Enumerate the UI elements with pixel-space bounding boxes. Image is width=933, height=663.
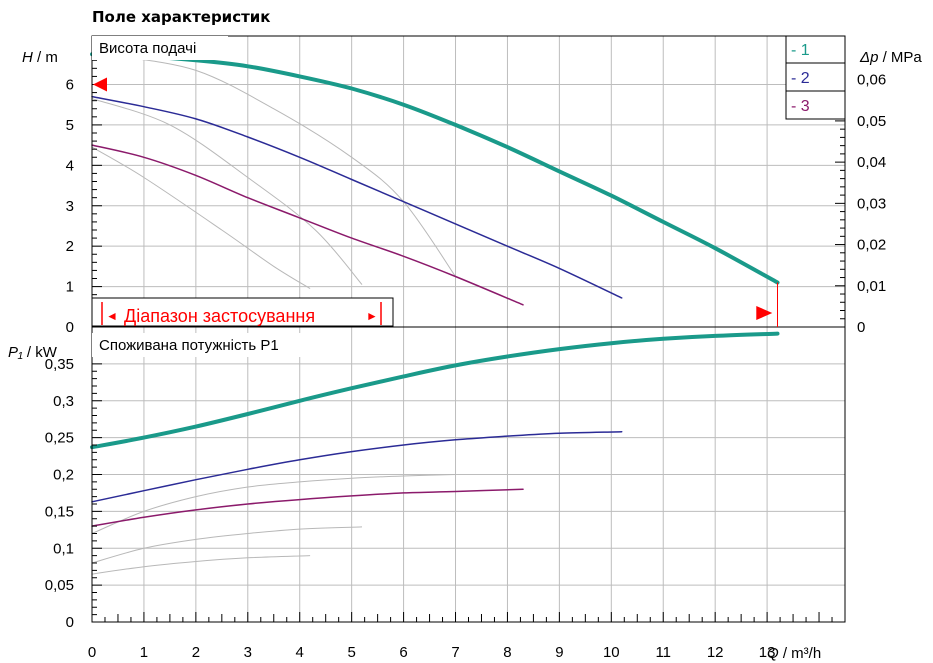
flow-axis-title: Q / m³/h	[767, 645, 821, 662]
plot-frame	[91, 35, 846, 623]
power-curve-1	[90, 331, 780, 450]
grey-curves	[91, 55, 456, 575]
power-tick-label: 0,3	[53, 393, 74, 410]
x-tick-label: 3	[244, 644, 252, 661]
head-tick-label: 4	[66, 157, 74, 174]
grey-head-curve-1	[117, 55, 456, 277]
power-tick-label: 0,25	[45, 430, 74, 447]
x-tick-label: 1	[140, 644, 148, 661]
x-tick-label: 2	[192, 644, 200, 661]
power-tick-label: 0,15	[45, 503, 74, 520]
head-curve-2	[91, 95, 623, 299]
pressure-tick-label: 0	[857, 319, 865, 336]
range-end-arrow: ►	[366, 309, 378, 323]
x-tick-label: 13	[759, 644, 776, 661]
power-tick-label: 0,05	[45, 577, 74, 594]
head-axis-title: H / m	[22, 49, 58, 66]
legend-item-1: - 1	[791, 42, 810, 59]
x-tick-label: 6	[399, 644, 407, 661]
application-range: ◄ ► Діапазон застосування	[91, 297, 394, 327]
flow-axis-unit: / m³/h	[779, 645, 822, 662]
head-tick-label: 2	[66, 238, 74, 255]
power-curve-2	[91, 430, 623, 503]
grey-power-curve-3	[91, 555, 311, 575]
power-panel-title-box: Споживана потужність P1	[92, 333, 336, 357]
legend-item-2: - 2	[791, 70, 810, 87]
grey-head-curve-2	[91, 98, 363, 285]
head-axis-var: H	[22, 49, 33, 66]
x-tick-label: 4	[296, 644, 304, 661]
power-tick-label: 0	[66, 614, 74, 631]
grey-power-curve-1	[91, 474, 456, 534]
head-tick-label: 3	[66, 198, 74, 215]
range-label: Діапазон застосування	[124, 306, 315, 326]
head-axis-unit: / m	[33, 49, 58, 66]
power-axis-title: P₁ / kW	[8, 344, 58, 361]
legend: - 1 - 2 - 3	[785, 35, 846, 120]
head-tick-label: 1	[66, 279, 74, 296]
pressure-axis-var: Δp	[859, 49, 878, 66]
head-curve-1	[90, 52, 780, 285]
pressure-tick-label: 0,06	[857, 72, 886, 89]
head-tick-label: 0	[66, 319, 74, 336]
head-tick-label: 5	[66, 117, 74, 134]
power-curve-3	[91, 488, 524, 527]
power-axis-var: P₁	[8, 344, 23, 361]
pressure-axis-title: Δp / MPa	[859, 49, 922, 66]
x-tick-label: 5	[347, 644, 355, 661]
power-axis-unit: / kW	[23, 344, 58, 361]
pressure-tick-label: 0,02	[857, 237, 886, 254]
grid	[92, 36, 845, 622]
pressure-tick-label: 0,04	[857, 154, 886, 171]
series-curves	[90, 52, 780, 527]
duty-head-marker	[93, 77, 107, 92]
x-tick-label: 7	[451, 644, 459, 661]
power-tick-label: 0,35	[45, 356, 74, 373]
pressure-tick-label: 0,05	[857, 113, 886, 130]
grey-power-curve-2	[91, 526, 363, 564]
head-curve-3	[91, 144, 524, 306]
range-start-arrow: ◄	[106, 309, 118, 323]
head-panel-title-box: Висота подачі	[92, 36, 228, 60]
x-tick-label: 10	[603, 644, 620, 661]
x-tick-label: 9	[555, 644, 563, 661]
x-tick-label: 12	[707, 644, 724, 661]
grey-head-curve-3	[91, 146, 311, 290]
head-tick-label: 6	[66, 77, 74, 94]
legend-item-3: - 3	[791, 98, 810, 115]
pressure-tick-label: 0,01	[857, 278, 886, 295]
pressure-tick-label: 0,03	[857, 195, 886, 212]
x-tick-label: 0	[88, 644, 96, 661]
power-tick-label: 0,2	[53, 467, 74, 484]
x-tick-label: 11	[655, 644, 671, 661]
chart-title: Поле характеристик	[92, 8, 270, 26]
power-tick-label: 0,1	[53, 540, 74, 557]
x-tick-label: 8	[503, 644, 511, 661]
pressure-axis-unit: / MPa	[878, 49, 922, 66]
duty-flow-marker	[756, 306, 773, 320]
axes: 0 1 2 3 4 5 6 7 8 9 10 11 12 13012345600,050,10,150,2…	[45, 35, 886, 661]
head-panel-title: Висота подачі	[99, 40, 196, 57]
flow-axis-var: Q	[767, 645, 779, 662]
power-panel-title: Споживана потужність P1	[99, 337, 279, 354]
